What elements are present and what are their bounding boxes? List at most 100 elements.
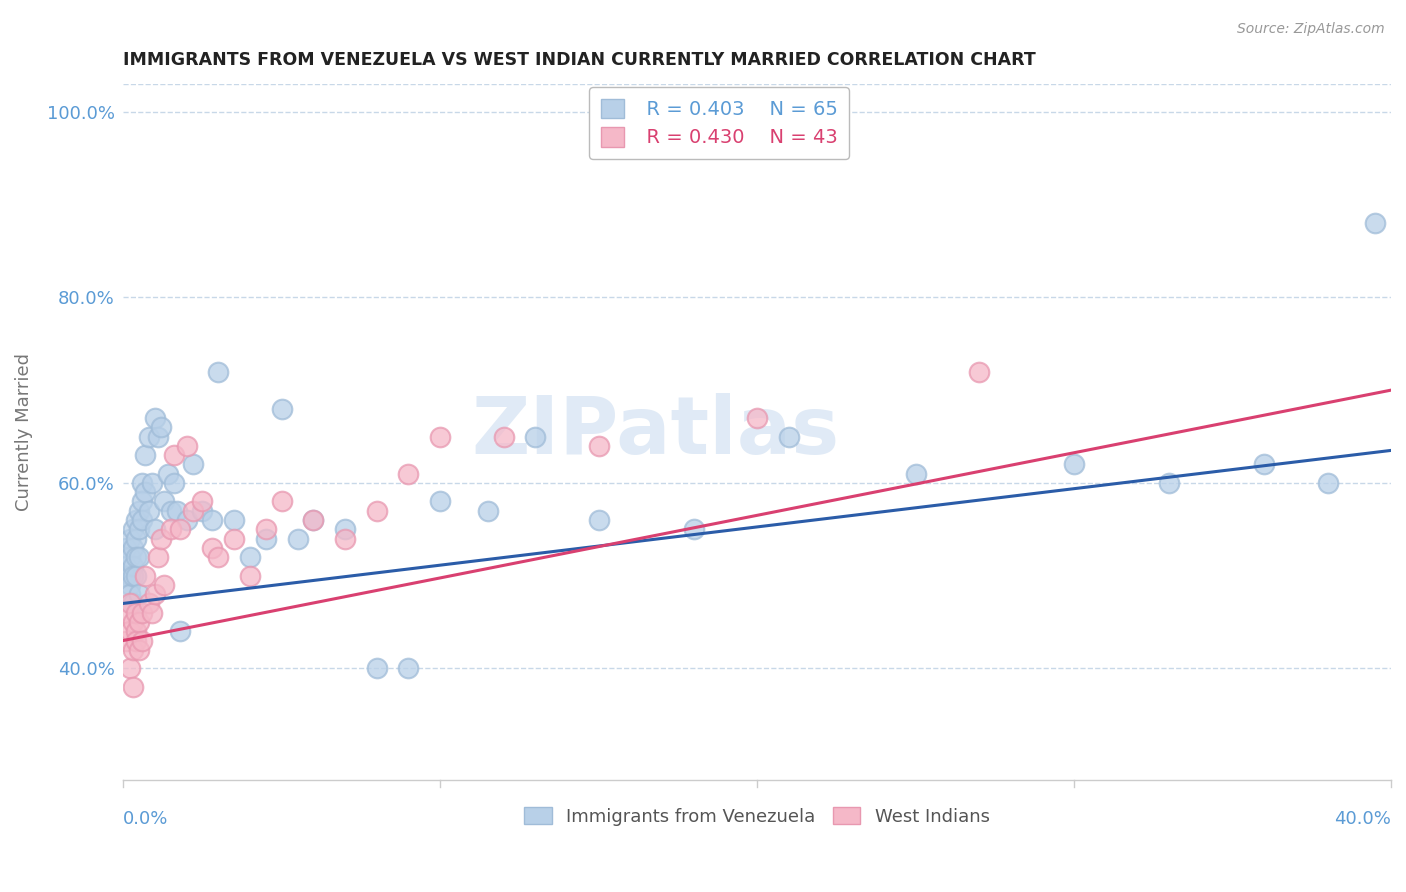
- Point: [121, 522, 143, 536]
- Point: [128, 642, 150, 657]
- Point: [146, 550, 169, 565]
- Point: [131, 633, 153, 648]
- Point: [143, 522, 166, 536]
- Point: [131, 475, 153, 490]
- Point: [904, 467, 927, 481]
- Point: [115, 606, 138, 620]
- Point: [366, 504, 388, 518]
- Point: [333, 532, 356, 546]
- Point: [207, 365, 229, 379]
- Point: [159, 522, 181, 536]
- Point: [224, 532, 246, 546]
- Point: [181, 458, 204, 472]
- Point: [224, 513, 246, 527]
- Point: [115, 559, 138, 574]
- Point: [366, 661, 388, 675]
- Point: [128, 550, 150, 565]
- Point: [125, 633, 148, 648]
- Point: [153, 578, 176, 592]
- Point: [270, 401, 292, 416]
- Point: [121, 680, 143, 694]
- Point: [163, 475, 186, 490]
- Point: [128, 615, 150, 629]
- Point: [134, 568, 156, 582]
- Point: [138, 429, 160, 443]
- Point: [176, 439, 198, 453]
- Point: [398, 467, 420, 481]
- Point: [121, 559, 143, 574]
- Text: 40.0%: 40.0%: [1334, 810, 1391, 828]
- Point: [121, 541, 143, 555]
- Point: [159, 504, 181, 518]
- Point: [1063, 458, 1085, 472]
- Point: [118, 568, 141, 582]
- Point: [778, 429, 800, 443]
- Point: [125, 532, 148, 546]
- Point: [524, 429, 547, 443]
- Point: [1159, 475, 1181, 490]
- Point: [141, 475, 163, 490]
- Point: [121, 642, 143, 657]
- Point: [128, 504, 150, 518]
- Point: [141, 606, 163, 620]
- Point: [115, 568, 138, 582]
- Point: [118, 661, 141, 675]
- Point: [125, 550, 148, 565]
- Point: [1316, 475, 1339, 490]
- Point: [118, 550, 141, 565]
- Point: [115, 541, 138, 555]
- Point: [125, 624, 148, 639]
- Point: [967, 365, 990, 379]
- Point: [191, 504, 214, 518]
- Point: [131, 606, 153, 620]
- Point: [131, 513, 153, 527]
- Point: [128, 587, 150, 601]
- Point: [477, 504, 499, 518]
- Point: [134, 448, 156, 462]
- Point: [181, 504, 204, 518]
- Point: [429, 429, 451, 443]
- Point: [118, 624, 141, 639]
- Point: [588, 513, 610, 527]
- Point: [169, 522, 191, 536]
- Point: [150, 420, 173, 434]
- Text: 0.0%: 0.0%: [124, 810, 169, 828]
- Point: [492, 429, 515, 443]
- Point: [121, 615, 143, 629]
- Point: [138, 596, 160, 610]
- Point: [156, 467, 179, 481]
- Point: [169, 624, 191, 639]
- Legend: Immigrants from Venezuela, West Indians: Immigrants from Venezuela, West Indians: [517, 800, 997, 833]
- Point: [1364, 216, 1386, 230]
- Point: [201, 541, 224, 555]
- Point: [121, 568, 143, 582]
- Point: [143, 411, 166, 425]
- Point: [201, 513, 224, 527]
- Point: [176, 513, 198, 527]
- Point: [254, 532, 277, 546]
- Point: [125, 606, 148, 620]
- Y-axis label: Currently Married: Currently Married: [15, 353, 32, 511]
- Point: [1253, 458, 1275, 472]
- Point: [118, 532, 141, 546]
- Point: [239, 568, 262, 582]
- Point: [398, 661, 420, 675]
- Point: [302, 513, 325, 527]
- Point: [239, 550, 262, 565]
- Point: [163, 448, 186, 462]
- Text: ZIPatlas: ZIPatlas: [471, 392, 839, 471]
- Text: IMMIGRANTS FROM VENEZUELA VS WEST INDIAN CURRENTLY MARRIED CORRELATION CHART: IMMIGRANTS FROM VENEZUELA VS WEST INDIAN…: [124, 51, 1036, 69]
- Point: [191, 494, 214, 508]
- Point: [138, 504, 160, 518]
- Point: [429, 494, 451, 508]
- Point: [125, 568, 148, 582]
- Point: [682, 522, 704, 536]
- Point: [118, 596, 141, 610]
- Point: [143, 587, 166, 601]
- Point: [150, 532, 173, 546]
- Point: [118, 578, 141, 592]
- Point: [146, 429, 169, 443]
- Point: [588, 439, 610, 453]
- Point: [207, 550, 229, 565]
- Point: [333, 522, 356, 536]
